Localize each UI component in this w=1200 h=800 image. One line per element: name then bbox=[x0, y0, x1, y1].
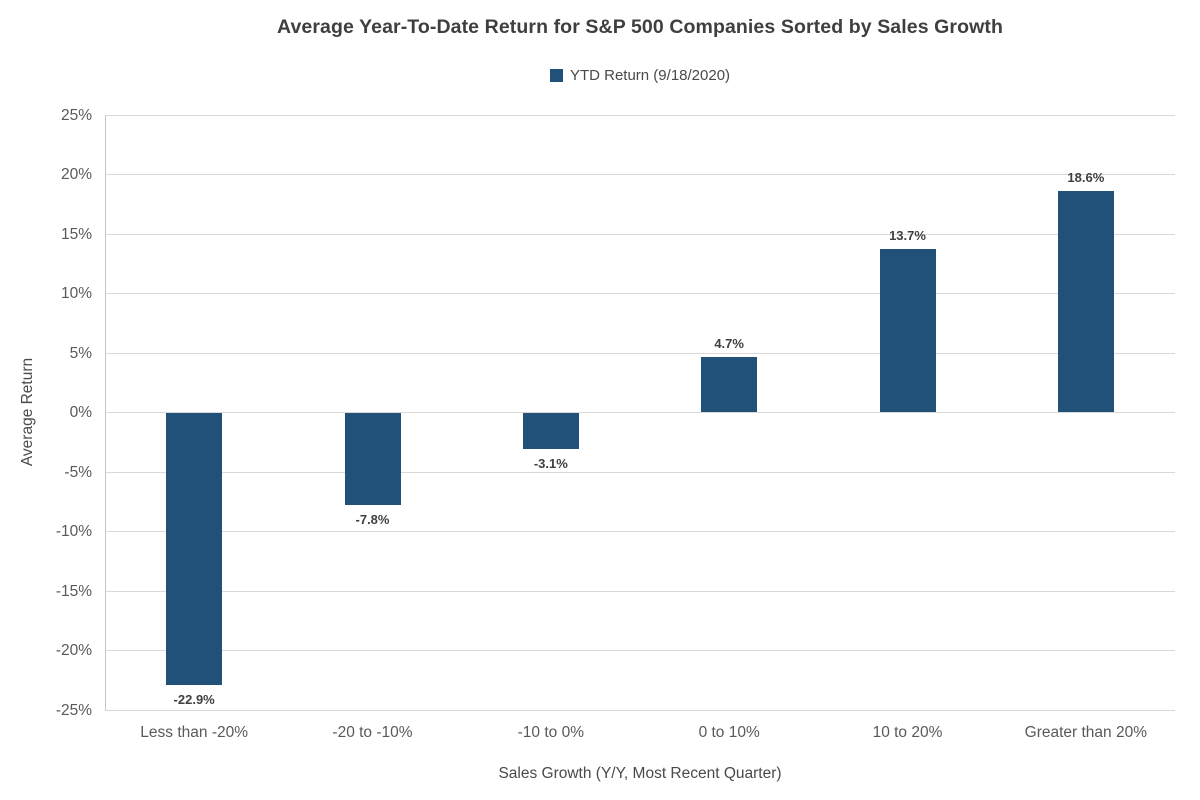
y-tick-label: -15% bbox=[55, 582, 92, 600]
gridline bbox=[105, 114, 1175, 116]
gridline bbox=[105, 293, 1175, 294]
x-tick-label: -10 to 0% bbox=[517, 724, 584, 741]
gridline bbox=[105, 352, 1175, 354]
bar-value-label: -7.8% bbox=[355, 512, 390, 528]
x-axis-title: Sales Growth (Y/Y, Most Recent Quarter) bbox=[498, 765, 782, 782]
gridline bbox=[105, 471, 1175, 473]
bar-value-label: -22.9% bbox=[173, 692, 215, 707]
y-axis-title: Average Return bbox=[19, 357, 36, 467]
gridline bbox=[105, 650, 1175, 651]
bar-1 bbox=[166, 412, 223, 685]
gridline bbox=[105, 709, 1175, 711]
y-tick-label: -5% bbox=[64, 463, 92, 481]
bar-2 bbox=[344, 412, 401, 506]
gridline bbox=[105, 531, 1175, 532]
x-tick-label: 10 to 20% bbox=[872, 724, 943, 741]
x-tick-label: -20 to -10% bbox=[332, 724, 413, 741]
y-tick-label: 25% bbox=[60, 106, 92, 124]
gridline bbox=[105, 174, 1175, 175]
bar-3 bbox=[522, 412, 579, 450]
chart-title: Average Year-To-Date Return for S&P 500 … bbox=[276, 16, 1004, 38]
y-tick-label: -25% bbox=[55, 701, 92, 719]
y-tick-label: 10% bbox=[60, 285, 92, 302]
x-tick-label: Less than -20% bbox=[140, 724, 249, 741]
y-tick-label: 5% bbox=[69, 344, 92, 362]
y-axis-line bbox=[105, 115, 106, 710]
gridline bbox=[105, 233, 1175, 235]
y-tick-label: 15% bbox=[60, 225, 92, 243]
y-tick-label: -20% bbox=[55, 642, 92, 659]
legend-swatch-icon bbox=[549, 69, 563, 82]
bar-4 bbox=[701, 356, 758, 413]
bar-value-label: -3.1% bbox=[533, 456, 568, 472]
bar-6 bbox=[1057, 191, 1114, 413]
bar-value-label: 4.7% bbox=[714, 335, 744, 351]
gridline bbox=[105, 412, 1175, 413]
bar-value-label: 13.7% bbox=[889, 228, 926, 244]
x-tick-label: 0 to 10% bbox=[698, 724, 760, 741]
bar-5 bbox=[879, 249, 936, 413]
legend: YTD Return (9/18/2020) bbox=[105, 67, 1175, 84]
legend-label: YTD Return (9/18/2020) bbox=[569, 67, 731, 84]
y-tick-label: 0% bbox=[69, 404, 92, 421]
y-tick-label: -10% bbox=[55, 523, 92, 540]
x-tick-label: Greater than 20% bbox=[1024, 724, 1147, 741]
bar-value-label: 18.6% bbox=[1067, 170, 1105, 186]
y-tick-label: 20% bbox=[60, 166, 92, 183]
gridline bbox=[105, 590, 1175, 592]
